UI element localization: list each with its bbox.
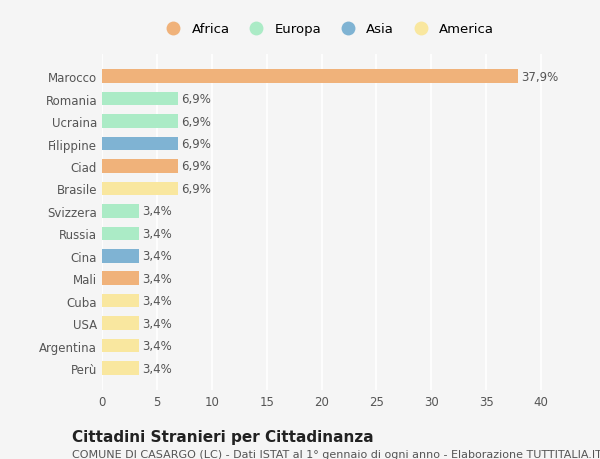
Text: COMUNE DI CASARGO (LC) - Dati ISTAT al 1° gennaio di ogni anno - Elaborazione TU: COMUNE DI CASARGO (LC) - Dati ISTAT al 1…	[72, 449, 600, 459]
Text: 6,9%: 6,9%	[181, 183, 211, 196]
Bar	[102, 227, 139, 241]
Text: 6,9%: 6,9%	[181, 115, 211, 129]
Text: 3,4%: 3,4%	[143, 339, 172, 353]
Text: 3,4%: 3,4%	[143, 250, 172, 263]
Text: 3,4%: 3,4%	[143, 295, 172, 308]
Text: 3,4%: 3,4%	[143, 317, 172, 330]
Text: 3,4%: 3,4%	[143, 227, 172, 241]
Bar	[102, 115, 178, 129]
Bar	[102, 205, 139, 218]
Text: 6,9%: 6,9%	[181, 160, 211, 173]
Bar	[102, 294, 139, 308]
Bar	[102, 362, 139, 375]
Text: 6,9%: 6,9%	[181, 138, 211, 151]
Bar	[102, 160, 178, 174]
Bar	[102, 93, 178, 106]
Text: Cittadini Stranieri per Cittadinanza: Cittadini Stranieri per Cittadinanza	[72, 429, 374, 444]
Bar	[102, 70, 518, 84]
Text: 6,9%: 6,9%	[181, 93, 211, 106]
Bar	[102, 272, 139, 285]
Text: 3,4%: 3,4%	[143, 272, 172, 285]
Bar	[102, 339, 139, 353]
Bar	[102, 317, 139, 330]
Bar	[102, 138, 178, 151]
Text: 3,4%: 3,4%	[143, 362, 172, 375]
Legend: Africa, Europa, Asia, America: Africa, Europa, Asia, America	[155, 18, 499, 42]
Text: 3,4%: 3,4%	[143, 205, 172, 218]
Bar	[102, 182, 178, 196]
Bar	[102, 250, 139, 263]
Text: 37,9%: 37,9%	[521, 71, 559, 84]
